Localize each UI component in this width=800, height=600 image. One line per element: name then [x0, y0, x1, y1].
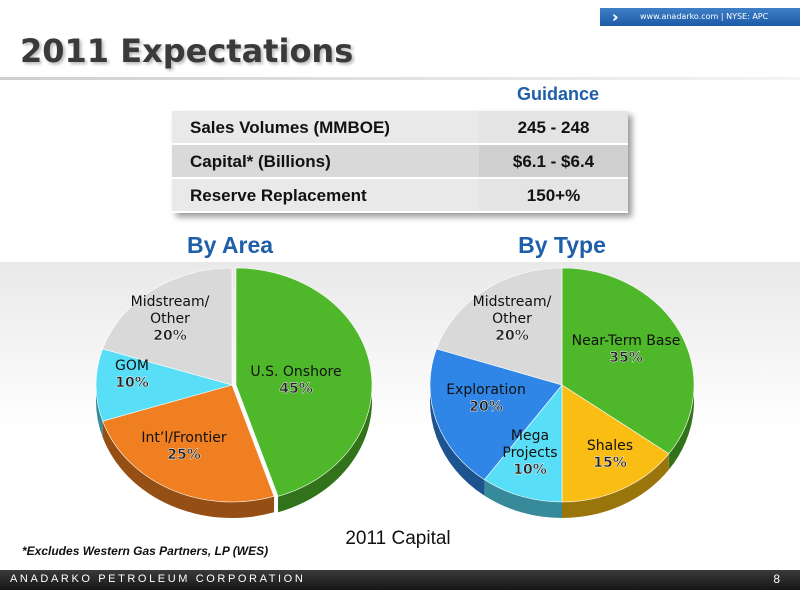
guidance-row: Capital* (Billions) $6.1 - $6.4: [172, 145, 628, 179]
pie-slice-label: Near-Term Base: [572, 333, 681, 349]
pie-slice-percent: 10%: [115, 375, 149, 391]
guidance-row-label: Sales Volumes (MMBOE): [172, 111, 479, 145]
pie-slice: [102, 384, 275, 503]
pie-slice-percent: 35%: [609, 350, 643, 366]
chevron-right-icon: ›››: [612, 8, 619, 26]
pie-slice-side: [484, 479, 562, 518]
pie-slice: [102, 267, 233, 386]
guidance-row-label: Capital* (Billions): [172, 145, 479, 179]
page-number: 8: [773, 572, 780, 586]
pie-slice-label: U.S. Onshore: [250, 364, 341, 380]
pie-slice: [483, 384, 563, 503]
guidance-row: Sales Volumes (MMBOE) 245 - 248: [172, 111, 628, 145]
pie-slice: [436, 267, 563, 386]
footnote: *Excludes Western Gas Partners, LP (WES): [22, 544, 269, 558]
pie-slice-label: Other: [150, 311, 190, 327]
guidance-row: Reserve Replacement 150+%: [172, 179, 628, 213]
guidance-row-value: 245 - 248: [479, 111, 628, 145]
pie-slice-label: Shales: [587, 438, 633, 454]
pie-slice-label: Other: [492, 311, 532, 327]
guidance-row-value: $6.1 - $6.4: [479, 145, 628, 179]
guidance-row-value: 150+%: [479, 179, 628, 213]
header-url: www.anadarko.com | NYSE: APC: [640, 12, 769, 21]
pie-slice-label: Midstream/: [131, 294, 210, 310]
pie-slice: [561, 267, 695, 455]
pie-slice: [235, 267, 373, 497]
pie-slice-percent: 25%: [167, 447, 201, 463]
pie-slice-percent: 10%: [513, 462, 547, 478]
pie-slice: [561, 384, 670, 503]
pie-slice-percent: 20%: [495, 328, 529, 344]
pie-slice-label: Int’l/Frontier: [141, 430, 226, 446]
page-title: 2011 Expectations: [20, 32, 354, 70]
pie-slice-side: [562, 453, 669, 518]
pie-slice-percent: 20%: [469, 399, 503, 415]
pie-slice-label: Midstream/: [473, 294, 552, 310]
pie-slice-percent: 20%: [153, 328, 187, 344]
guidance-row-label: Reserve Replacement: [172, 179, 479, 213]
footer-company-name: ANADARKO PETROLEUM CORPORATION: [10, 573, 306, 585]
pie-slice-label: Mega: [511, 428, 549, 444]
footer-bar: [0, 570, 800, 590]
guidance-heading: Guidance: [516, 84, 600, 104]
title-divider: [0, 77, 800, 80]
pie-slice-percent: 15%: [593, 455, 627, 471]
chart-caption: 2011 Capital: [345, 528, 451, 549]
pie-slice-label: Exploration: [446, 382, 526, 398]
pie-slice: [429, 348, 563, 481]
pie-slice-label: Projects: [502, 445, 557, 461]
guidance-table: Sales Volumes (MMBOE) 245 - 248 Capital*…: [172, 111, 628, 213]
pie-slice-side: [102, 421, 275, 518]
pie-slice-percent: 45%: [279, 381, 313, 397]
pie-slice-label: GOM: [115, 358, 149, 374]
pie-title-by-area: By Area: [186, 232, 274, 258]
pie-title-by-type: By Type: [518, 232, 606, 258]
header-bar-blank: [0, 8, 600, 26]
pie-slice: [95, 348, 234, 422]
